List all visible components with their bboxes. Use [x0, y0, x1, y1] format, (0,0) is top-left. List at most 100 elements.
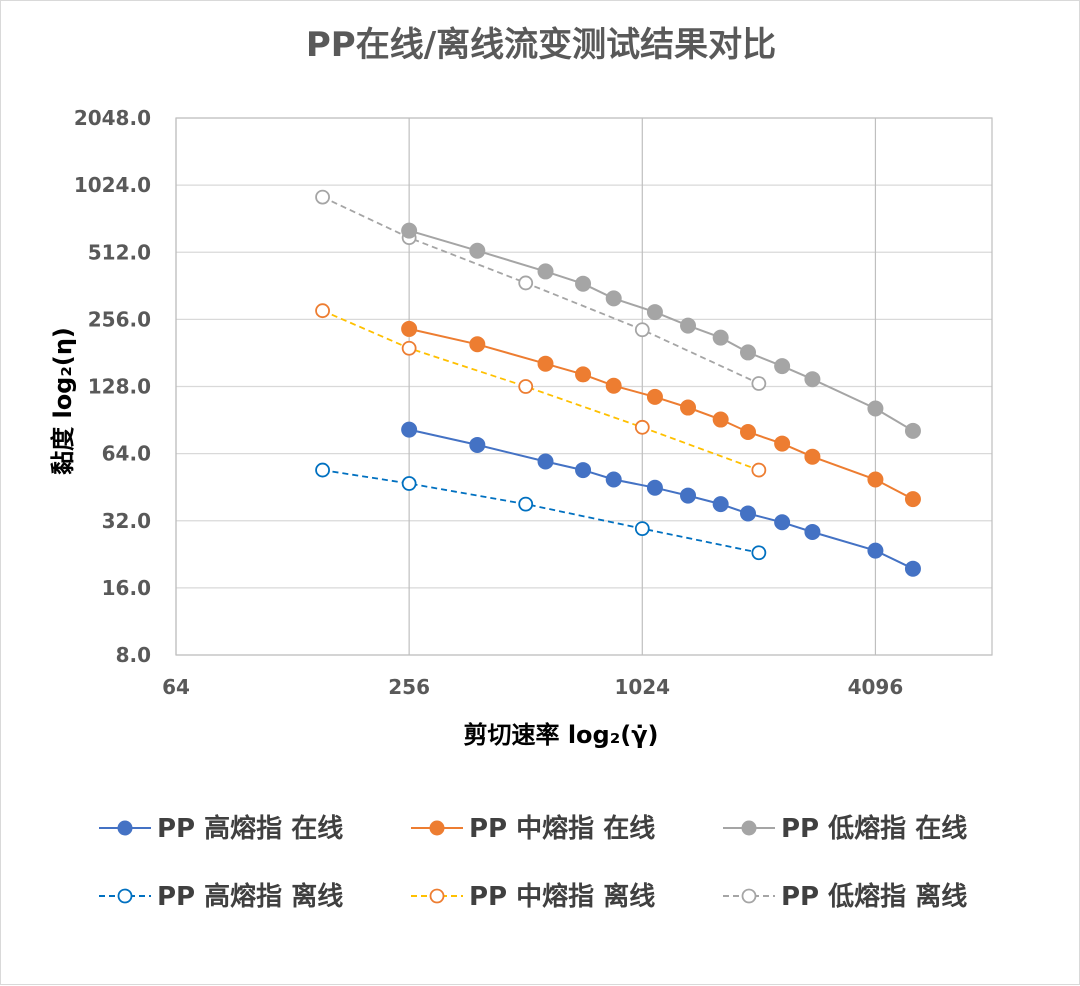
data-point: [401, 320, 418, 337]
legend-item: PP 中熔指 在线: [411, 813, 655, 844]
data-point: [469, 336, 486, 353]
y-tick-label: 16.0: [102, 576, 151, 600]
legend-label: PP 高熔指 离线: [157, 881, 343, 912]
series-layer: [315, 189, 921, 577]
series-line: [322, 309, 760, 471]
data-point: [740, 424, 757, 441]
data-point: [469, 242, 486, 259]
x-axis-label: 剪切速率 log₂(γ̇): [463, 721, 658, 749]
data-point: [740, 505, 757, 522]
x-tick-label: 4096: [848, 675, 904, 699]
data-point: [634, 419, 650, 435]
data-point: [605, 290, 622, 307]
data-point: [537, 453, 554, 470]
legend-label: PP 低熔指 在线: [781, 813, 967, 844]
x-tick-label: 256: [388, 675, 430, 699]
data-point: [904, 422, 921, 439]
data-point: [751, 462, 767, 478]
chart-title: PP在线/离线流变测试结果对比: [306, 25, 776, 65]
data-point: [469, 436, 486, 453]
series-3: [401, 222, 921, 439]
legend-item: PP 低熔指 在线: [723, 813, 967, 844]
data-point: [751, 545, 767, 561]
legend-label: PP 中熔指 在线: [469, 813, 655, 844]
data-point: [867, 542, 884, 559]
data-point: [867, 471, 884, 488]
data-point: [634, 322, 650, 338]
data-point: [315, 303, 330, 319]
data-point: [401, 421, 418, 438]
y-tick-label: 64.0: [102, 442, 151, 466]
data-point: [646, 479, 663, 496]
data-point: [712, 496, 729, 513]
series-6: [315, 189, 767, 391]
legend-marker: [117, 820, 133, 836]
data-point: [646, 304, 663, 321]
plot-border: [175, 117, 993, 656]
legend-item: PP 低熔指 离线: [723, 881, 967, 912]
data-point: [646, 388, 663, 405]
axes: 8.0 16.0 32.0 64.0 128.0 256.0 512.0 1024.0 2048…: [74, 106, 993, 699]
legend-marker: [429, 888, 445, 904]
legend: PP 高熔指 在线 PP 中熔指 在线 PP 低熔指 在线 PP 高熔指 离线 PP 中…: [99, 813, 967, 912]
data-point: [904, 491, 921, 508]
legend-marker: [429, 820, 445, 836]
data-point: [712, 411, 729, 428]
legend-label: PP 中熔指 离线: [469, 881, 655, 912]
x-tick-label: 1024: [614, 675, 670, 699]
series-line: [322, 469, 760, 554]
data-point: [867, 400, 884, 417]
series-2: [401, 320, 921, 508]
data-point: [774, 358, 791, 375]
data-point: [740, 344, 757, 361]
y-axis-label: 黏度 log₂(η): [49, 327, 77, 475]
data-point: [804, 448, 821, 465]
legend-marker: [741, 820, 757, 836]
data-point: [518, 275, 534, 291]
data-point: [904, 560, 921, 577]
data-point: [804, 371, 821, 388]
legend-marker: [741, 888, 757, 904]
y-tick-label: 128.0: [88, 375, 151, 399]
data-point: [518, 379, 534, 394]
data-point: [401, 476, 417, 491]
legend-label: PP 低熔指 离线: [781, 881, 967, 912]
series-4: [315, 462, 767, 561]
series-5: [315, 303, 767, 478]
data-point: [401, 340, 417, 356]
series-line: [322, 196, 760, 385]
data-point: [605, 471, 622, 488]
data-point: [680, 399, 697, 416]
y-tick-label: 8.0: [116, 643, 151, 667]
data-point: [774, 514, 791, 531]
y-tick-label: 512.0: [88, 240, 151, 264]
data-point: [575, 366, 592, 383]
y-tick-label: 256.0: [88, 307, 151, 331]
y-tick-label: 1024.0: [74, 173, 151, 197]
data-point: [680, 317, 697, 334]
data-point: [774, 435, 791, 452]
data-point: [401, 222, 418, 239]
y-tick-label: 2048.0: [74, 106, 151, 130]
legend-marker: [117, 888, 133, 904]
data-point: [804, 523, 821, 540]
data-point: [575, 275, 592, 292]
data-point: [518, 496, 534, 512]
series-1: [401, 421, 921, 577]
data-point: [712, 329, 729, 346]
data-point: [634, 521, 650, 537]
data-point: [751, 376, 767, 391]
data-point: [537, 355, 554, 372]
data-point: [575, 462, 592, 479]
data-point: [537, 263, 554, 280]
series-line: [408, 428, 914, 570]
data-point: [680, 487, 697, 504]
legend-label: PP 高熔指 在线: [157, 813, 343, 844]
data-point: [315, 189, 330, 205]
series-line: [408, 327, 914, 500]
y-tick-label: 32.0: [102, 509, 151, 533]
x-tick-label: 64: [162, 675, 190, 699]
legend-item: PP 高熔指 在线: [99, 813, 343, 844]
